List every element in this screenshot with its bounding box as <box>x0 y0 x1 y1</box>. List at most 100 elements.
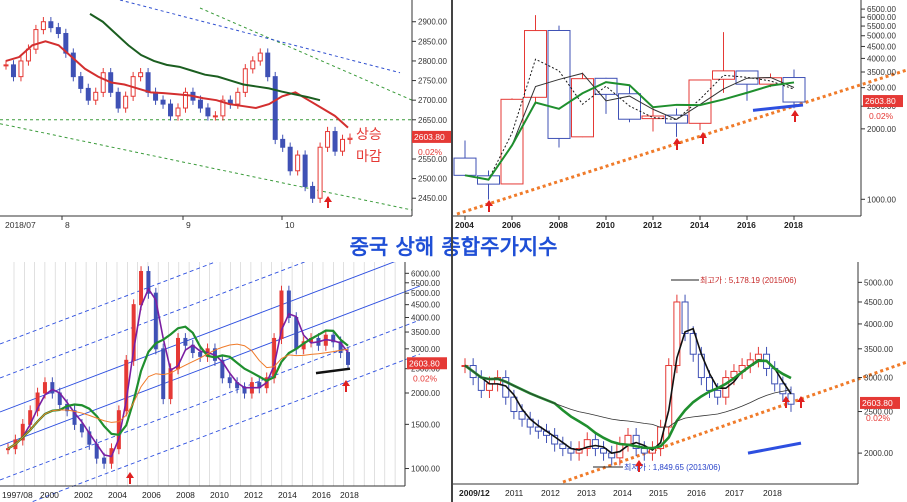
y-tick-label: 4000.00 <box>864 320 893 329</box>
candle-body <box>265 52 271 78</box>
up-arrow-icon <box>324 196 332 208</box>
candle-body <box>534 426 542 432</box>
candle-body <box>338 341 343 354</box>
x-tick-label: 2008 <box>549 220 568 230</box>
support-blue-line <box>747 441 802 455</box>
last-price-label: 2603.80 <box>409 358 440 368</box>
candle-body <box>220 359 225 379</box>
moving-average-orange <box>7 343 349 450</box>
channel-line <box>0 319 421 481</box>
yearly-chart-panel: 6500.00 6000.00 5500.00 5000.00 4500.00 4000.… <box>453 0 907 232</box>
candle-body <box>48 21 54 29</box>
channel-line <box>0 285 421 447</box>
y-tick-label: 5000.00 <box>411 289 440 298</box>
x-tick-label: 2006 <box>142 490 161 500</box>
y-tick-label: 4500.00 <box>867 42 896 51</box>
candle-body <box>571 78 594 138</box>
up-arrow-icon <box>342 380 350 392</box>
y-tick-label: 2700.00 <box>418 96 447 105</box>
daily-chart-panel: 2900.00 2850.00 2800.00 2750.00 2700.00 2650.… <box>0 0 451 232</box>
x-tick-label: 2011 <box>505 488 524 498</box>
candle-body <box>100 72 106 93</box>
candle-body <box>79 423 84 433</box>
y-tick-label: 6000.00 <box>867 13 896 22</box>
x-tick-label: 2000 <box>40 490 59 500</box>
candle-body <box>346 352 350 365</box>
last-price-box <box>860 396 900 409</box>
candle-body <box>183 337 188 346</box>
candle-body <box>197 99 203 109</box>
x-tick-label: 2008 <box>176 490 195 500</box>
candle-body <box>212 115 218 118</box>
moving-average-green <box>7 325 349 450</box>
y-tick-label: 3000.00 <box>867 84 896 93</box>
candle-body <box>510 396 518 413</box>
candle-body <box>78 76 84 89</box>
candle-body <box>524 30 547 98</box>
x-tick-label: 2004 <box>108 490 127 500</box>
candle-body <box>72 410 77 425</box>
candle-body <box>287 146 293 172</box>
up-arrow-icon <box>126 472 134 484</box>
x-tick-label: 2018/07 <box>5 220 36 230</box>
x-tick-label: 2006 <box>502 220 521 230</box>
candle-body <box>689 332 697 355</box>
y-tick-label: 2000.00 <box>867 125 896 134</box>
blue-channel-line <box>119 0 401 74</box>
y-tick-label: 2900.00 <box>418 18 447 27</box>
x-tick-label: 2004 <box>455 220 474 230</box>
candle-body <box>325 131 331 148</box>
vertical-divider <box>451 0 453 502</box>
candle-body <box>160 99 166 105</box>
candle-body <box>559 443 567 450</box>
x-tick-label: 9 <box>186 220 191 230</box>
candle-body <box>168 103 174 117</box>
daily-chart: 2900.00 2850.00 2800.00 2750.00 2700.00 2650.… <box>0 0 451 230</box>
candle-body <box>681 301 689 334</box>
y-tick-label: 6500.00 <box>867 5 896 14</box>
candle-body <box>85 87 91 101</box>
x-tick-label: 2013 <box>577 488 596 498</box>
up-arrow-icon <box>699 132 707 144</box>
y-tick-label: 2500.00 <box>418 175 447 184</box>
candle-body <box>3 64 9 67</box>
candle-body <box>688 79 712 124</box>
candle-body <box>673 301 681 367</box>
candle-body <box>518 411 526 420</box>
candle-body <box>712 70 735 80</box>
channel-line <box>0 262 217 345</box>
y-tick-label: 3000.00 <box>864 374 893 383</box>
channel-line <box>0 262 306 379</box>
candle-body <box>146 271 151 294</box>
candle-body <box>641 115 665 120</box>
trendline <box>456 68 907 216</box>
x-tick-label: 2017 <box>725 488 744 498</box>
candle-body <box>502 377 510 398</box>
long-term-chart-panel: 6000.00 5500.00 5000.00 4500.00 4000.00 3500.… <box>0 262 451 502</box>
candle-body <box>242 68 248 93</box>
candle-body <box>294 316 299 350</box>
last-price-label: 2603.80 <box>414 132 445 142</box>
candle-body <box>295 154 301 172</box>
candle-body <box>20 423 25 441</box>
change-label: 0.02% <box>866 413 891 423</box>
y-tick-label: 4000.00 <box>411 313 440 322</box>
moving-average-dark <box>464 72 795 181</box>
candle-body <box>102 457 107 464</box>
y-tick-label: 2650.00 <box>418 116 447 125</box>
candle-body <box>286 290 291 318</box>
change-label: 0.02% <box>413 373 438 383</box>
y-tick-label: 1500.00 <box>411 420 440 429</box>
lower-channel-line <box>0 123 413 211</box>
last-price-box <box>863 95 903 108</box>
candle-body <box>115 91 121 109</box>
x-tick-label: 8 <box>65 220 70 230</box>
moving-average-black <box>464 58 795 181</box>
x-tick-label: 2018 <box>784 220 803 230</box>
x-tick-label: 2014 <box>613 488 632 498</box>
x-tick-label: 2002 <box>74 490 93 500</box>
y-tick-label: 4500.00 <box>864 298 893 307</box>
support-black-line <box>315 367 351 375</box>
